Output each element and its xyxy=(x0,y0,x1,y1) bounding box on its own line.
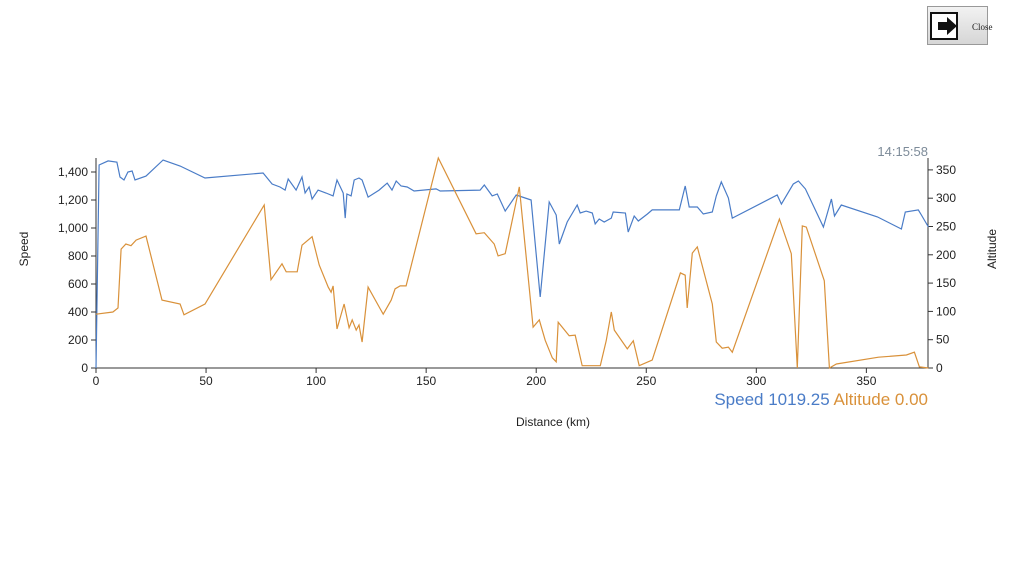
x-axis-label: Distance (km) xyxy=(516,415,590,429)
y2-tick-label: 200 xyxy=(936,248,956,262)
y-tick-label: 800 xyxy=(68,249,88,263)
y-tick-label: 600 xyxy=(68,277,88,291)
series-line xyxy=(95,159,929,369)
y2-tick-label: 300 xyxy=(936,191,956,205)
x-tick-label: 0 xyxy=(93,374,100,388)
y2-tick-label: 350 xyxy=(936,163,956,177)
y2-tick-label: 50 xyxy=(936,333,950,347)
series-line xyxy=(95,156,929,370)
x-tick-label: 250 xyxy=(636,374,656,388)
altitude-readout: Altitude 0.00 xyxy=(833,390,928,409)
y2-tick-label: 250 xyxy=(936,219,956,233)
y-tick-label: 200 xyxy=(68,333,88,347)
y-axis-label: Speed xyxy=(17,232,31,267)
x-tick-label: 100 xyxy=(306,374,326,388)
axis-line xyxy=(95,158,929,369)
x-tick-label: 200 xyxy=(526,374,546,388)
y2-tick-label: 100 xyxy=(936,304,956,318)
close-button[interactable]: Close xyxy=(927,6,993,45)
y-tick-label: 400 xyxy=(68,305,88,319)
x-tick-label: 50 xyxy=(199,374,213,388)
close-icon xyxy=(930,12,958,40)
speed-readout: Speed 1019.25 xyxy=(714,390,830,409)
y2-tick-label: 0 xyxy=(936,361,943,375)
y-tick-label: 1,200 xyxy=(58,193,88,207)
y-tick-label: 1,400 xyxy=(58,165,88,179)
y-tick-label: 0 xyxy=(81,361,88,375)
close-button-label: Close xyxy=(972,22,993,32)
y2-axis-label: Altitude xyxy=(985,229,999,269)
time-label: 14:15:58 xyxy=(877,144,928,159)
x-tick-label: 350 xyxy=(856,374,876,388)
x-tick-label: 300 xyxy=(746,374,766,388)
x-tick-label: 150 xyxy=(416,374,436,388)
y-tick-label: 1,000 xyxy=(58,221,88,235)
readout: Speed 1019.25 Altitude 0.00 xyxy=(714,390,928,410)
y2-tick-label: 150 xyxy=(936,276,956,290)
